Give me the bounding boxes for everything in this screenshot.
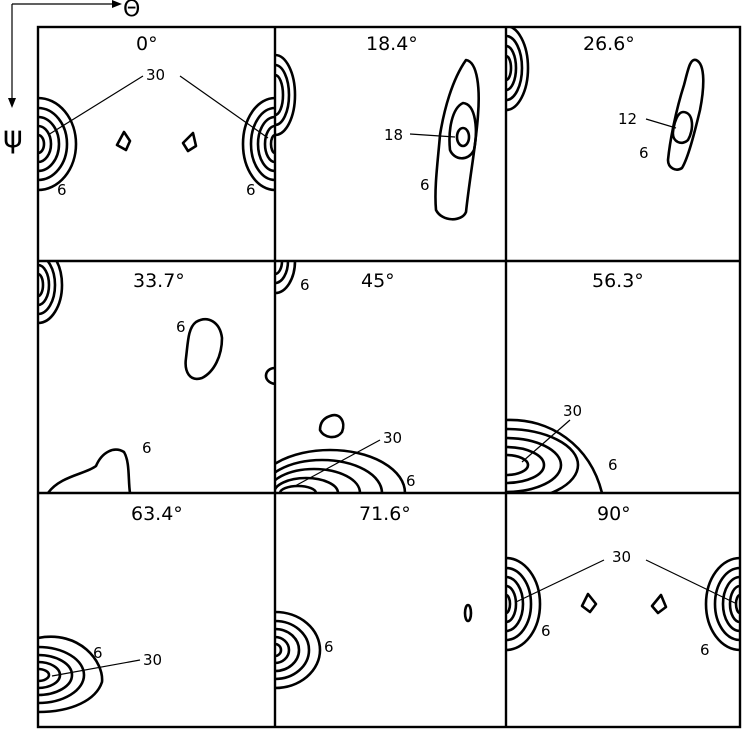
section-angle-label: 63.4° bbox=[131, 503, 183, 525]
contour-label: 6 bbox=[420, 176, 430, 194]
contour-label: 6 bbox=[57, 181, 67, 199]
section-angle-label: 18.4° bbox=[366, 33, 418, 55]
contour-set bbox=[275, 53, 480, 221]
section-angle-label: 26.6° bbox=[583, 33, 635, 55]
contour-label: 6 bbox=[246, 181, 256, 199]
contour-set bbox=[506, 27, 705, 171]
contour-set bbox=[275, 603, 473, 690]
odf-panel: 90° 30 6 6 bbox=[506, 503, 740, 659]
leader-line bbox=[47, 75, 144, 136]
section-angle-label: 0° bbox=[136, 33, 158, 55]
contour-label: 18 bbox=[384, 126, 403, 144]
leader-line bbox=[515, 559, 605, 603]
section-angle-label: 45° bbox=[361, 270, 395, 292]
contour-set bbox=[38, 635, 104, 714]
contour-label: 30 bbox=[146, 66, 165, 84]
section-angle-label: 33.7° bbox=[133, 270, 185, 292]
axis-indicator: Θ ψ bbox=[3, 0, 140, 155]
contour-label: 6 bbox=[608, 456, 618, 474]
contour-label: 6 bbox=[639, 144, 649, 162]
grid-border bbox=[36, 25, 742, 729]
panel-grid bbox=[36, 25, 742, 729]
contour-set bbox=[506, 418, 604, 493]
contour-label: 30 bbox=[143, 651, 162, 669]
leader-line bbox=[645, 559, 736, 604]
psi-symbol: ψ bbox=[3, 120, 23, 155]
section-angle-label: 71.6° bbox=[359, 503, 411, 525]
odf-panel: 0° 30 6 6 bbox=[38, 33, 275, 199]
section-angle-label: 56.3° bbox=[592, 270, 644, 292]
leader-line bbox=[521, 419, 571, 463]
contour-label: 30 bbox=[612, 548, 631, 566]
odf-panel: 45° 6 30 6 bbox=[275, 261, 416, 493]
contour-label: 6 bbox=[700, 641, 710, 659]
odf-panel: 56.3° 30 6 bbox=[506, 270, 644, 493]
leader-line bbox=[409, 133, 456, 138]
leader-line bbox=[294, 439, 381, 487]
odf-panel: 63.4° 6 30 bbox=[38, 503, 183, 714]
odf-panel: 26.6° 12 6 bbox=[506, 27, 705, 171]
odf-panel: 71.6° 6 bbox=[275, 503, 473, 690]
contour-label: 6 bbox=[300, 276, 310, 294]
contour-label: 6 bbox=[406, 472, 416, 490]
contour-label: 6 bbox=[176, 318, 186, 336]
odf-panel: 33.7° 6 6 bbox=[38, 261, 275, 493]
contour-label: 6 bbox=[324, 638, 334, 656]
contour-label: 12 bbox=[618, 110, 637, 128]
contour-set bbox=[38, 96, 275, 192]
contour-label: 6 bbox=[93, 644, 103, 662]
section-angle-label: 90° bbox=[597, 503, 631, 525]
leader-line bbox=[645, 118, 677, 129]
leader-line bbox=[179, 75, 269, 139]
odf-panel: 18.4° 18 6 bbox=[275, 33, 480, 221]
contour-label: 6 bbox=[142, 439, 152, 457]
contour-label: 6 bbox=[541, 622, 551, 640]
contour-set bbox=[275, 261, 407, 493]
theta-symbol: Θ bbox=[123, 0, 140, 22]
contour-label: 30 bbox=[563, 402, 582, 420]
contour-label: 30 bbox=[383, 429, 402, 447]
contour-set bbox=[38, 261, 275, 493]
contour-set bbox=[506, 556, 740, 652]
theta-arrow-icon bbox=[112, 0, 122, 8]
psi-arrow-icon bbox=[8, 98, 16, 108]
leader-line bbox=[51, 659, 141, 677]
